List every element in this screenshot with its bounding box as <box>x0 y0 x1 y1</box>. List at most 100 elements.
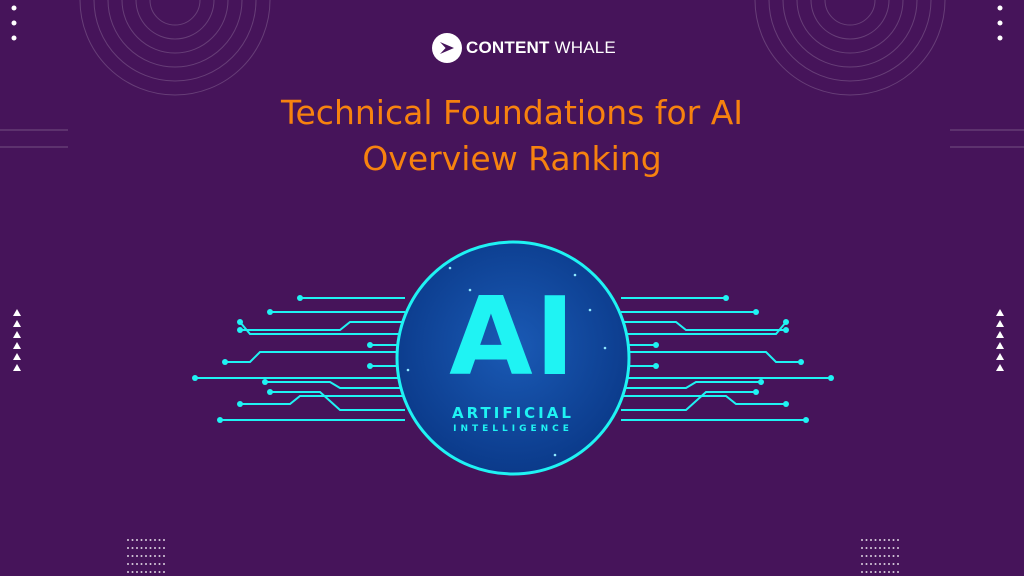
decorative-dot <box>145 555 147 557</box>
decorative-dot <box>154 547 156 549</box>
triangle-icon <box>13 309 21 316</box>
triangle-icon <box>996 309 1004 316</box>
decorative-dot <box>870 539 872 541</box>
star-dot <box>588 308 592 312</box>
decorative-dot <box>892 547 895 549</box>
decorative-dot <box>879 539 881 541</box>
decorative-dot <box>897 555 899 557</box>
decorative-dot <box>127 555 129 557</box>
decorative-dot <box>140 555 143 557</box>
decorative-ring <box>93 0 257 82</box>
star-dot <box>553 453 557 457</box>
decorative-ring <box>768 0 932 82</box>
ai-emblem-circle <box>395 240 631 476</box>
circuit-node <box>267 389 273 395</box>
decorative-dot <box>140 571 143 573</box>
decorative-dot <box>997 20 1003 26</box>
decorative-dot <box>874 547 877 549</box>
decorative-dot <box>888 571 890 573</box>
decorative-ring <box>149 0 201 26</box>
decorative-dot <box>879 547 881 549</box>
decorative-ring <box>107 0 243 68</box>
decorative-dot <box>861 563 863 565</box>
decorative-dot <box>865 563 868 565</box>
decorative-dot <box>888 555 890 557</box>
decorative-dot <box>145 547 147 549</box>
circuit-line <box>621 321 786 331</box>
star-dot <box>603 346 607 350</box>
decorative-dot <box>163 547 165 549</box>
decorative-dot <box>158 555 161 557</box>
star-dot <box>406 368 410 372</box>
decorative-dot <box>163 563 165 565</box>
circuit-node <box>783 327 789 333</box>
circuit-node <box>783 319 789 325</box>
decorative-dot <box>158 563 161 565</box>
circuit-node <box>237 319 243 325</box>
decorative-dot <box>163 571 165 573</box>
decorative-dot <box>131 547 134 549</box>
decorative-dot <box>861 547 863 549</box>
decorative-dot <box>897 571 899 573</box>
title-line-2: Overview Ranking <box>362 139 662 178</box>
title-line-1: Technical Foundations for AI <box>280 93 744 132</box>
decorative-ring <box>135 0 215 40</box>
decorative-dot <box>888 563 890 565</box>
decorative-dot <box>158 571 161 573</box>
circuit-node <box>798 359 804 365</box>
circuit-node <box>237 401 243 407</box>
decorative-dot <box>127 539 129 541</box>
decorative-dot <box>136 555 138 557</box>
circuit-line <box>621 395 786 405</box>
triangle-icon <box>13 353 21 360</box>
star-dot <box>573 273 577 277</box>
decorative-dot <box>874 539 877 541</box>
decorative-dot <box>897 563 899 565</box>
logo-text: CONTENT WHALE <box>466 38 616 57</box>
circuit-line <box>240 395 405 405</box>
circuit-node <box>222 359 228 365</box>
decorative-dot <box>149 571 152 573</box>
decorative-dot <box>136 547 138 549</box>
decorative-ring <box>810 0 890 40</box>
decorative-dot <box>883 547 886 549</box>
circuit-node <box>803 417 809 423</box>
decorative-dot <box>149 555 152 557</box>
decorative-dot <box>892 563 895 565</box>
decorative-dot <box>136 563 138 565</box>
decorative-ring <box>121 0 229 54</box>
decorative-dot <box>865 547 868 549</box>
triangle-icon <box>13 320 21 327</box>
triangle-icon <box>996 320 1004 327</box>
decorative-dot <box>149 563 152 565</box>
decorative-ring <box>782 0 918 68</box>
circuit-node <box>237 327 243 333</box>
decorative-dot <box>145 563 147 565</box>
decorative-dot <box>158 539 161 541</box>
decorative-dot <box>997 5 1003 11</box>
circuit-node <box>267 309 273 315</box>
circuit-node <box>653 363 659 369</box>
decorative-dot <box>11 35 17 41</box>
triangle-icon <box>13 331 21 338</box>
decorative-dot <box>897 539 899 541</box>
decorative-dot <box>163 555 165 557</box>
decorative-dot <box>870 563 872 565</box>
circuit-line <box>621 321 787 335</box>
circuit-line <box>240 321 405 331</box>
circuit-node <box>367 363 373 369</box>
decorative-ring <box>79 0 271 96</box>
decorative-ring <box>796 0 904 54</box>
decorative-dot <box>131 563 134 565</box>
circuit-node <box>262 379 268 385</box>
decorative-dot <box>154 539 156 541</box>
circuit-line <box>621 351 801 363</box>
decorative-dot <box>897 547 899 549</box>
decorative-dot <box>874 571 877 573</box>
circuit-line <box>621 381 761 389</box>
decorative-dot <box>879 571 881 573</box>
decorative-dot <box>145 539 147 541</box>
decorative-dot <box>163 539 165 541</box>
decorative-dot <box>883 539 886 541</box>
triangle-icon <box>13 342 21 349</box>
